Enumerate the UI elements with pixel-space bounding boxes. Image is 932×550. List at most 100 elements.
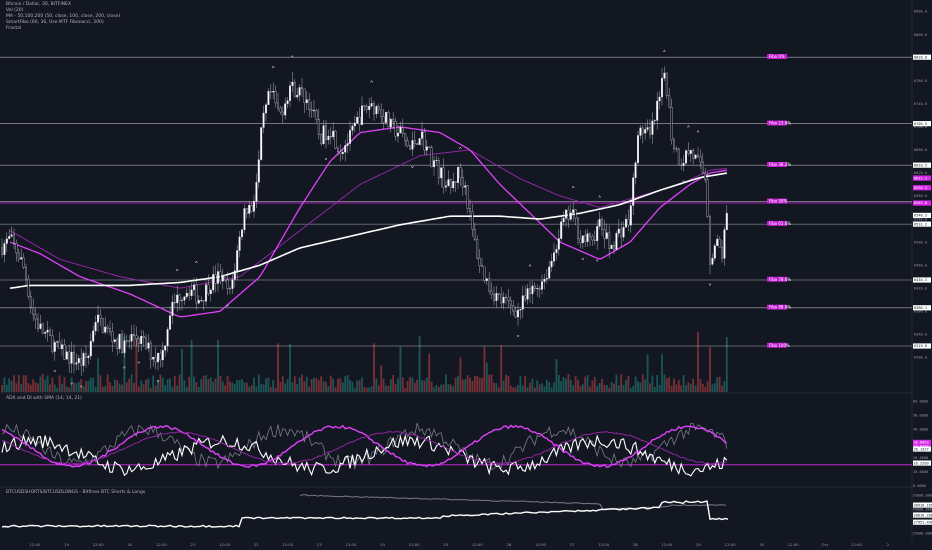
shorts-tick-label: 30000.0000 — [913, 508, 932, 512]
candle-body — [584, 235, 587, 242]
price-tick-label: 6780.0 — [914, 79, 927, 83]
candle-body — [699, 156, 702, 163]
candle-body — [423, 131, 426, 151]
volume-bar — [593, 376, 596, 392]
volume-bar — [29, 384, 32, 392]
candle-body — [197, 300, 200, 304]
time-tick-label: 26 — [506, 542, 511, 547]
candle-body — [370, 103, 373, 107]
candle-body — [219, 271, 222, 282]
volume-bar — [365, 387, 368, 392]
volume-bar — [517, 385, 519, 392]
volume-bar — [418, 336, 421, 392]
volume-bar — [721, 385, 723, 392]
candle-body — [135, 335, 138, 339]
volume-bar — [308, 386, 311, 392]
candle-body — [529, 288, 531, 295]
volume-bar — [404, 387, 407, 392]
candle-body — [649, 127, 651, 135]
candle-body — [353, 122, 356, 127]
candle-body — [449, 179, 452, 189]
candle-body — [243, 208, 246, 231]
fib-label: Fibo 88.6% — [769, 305, 791, 310]
candle-body — [44, 332, 47, 334]
time-tick-label: 12:00 — [851, 542, 863, 547]
volume-bar — [473, 375, 476, 392]
indicator-smartfibo[interactable]: SmartFibo (60, 36, Use MTF Fibonacci, 20… — [6, 20, 104, 25]
candle-body — [723, 229, 726, 259]
volume-bar — [173, 375, 176, 392]
candle-body — [656, 100, 659, 121]
candle-body — [466, 185, 469, 209]
volume-bar — [260, 383, 263, 392]
volume-bar — [502, 380, 505, 392]
indicator-volume[interactable]: Vol (20) — [6, 8, 24, 13]
adx-tick-label: 60.0000 — [913, 399, 928, 403]
fib-label-bg — [767, 220, 787, 226]
volume-bar — [584, 376, 587, 392]
candle-body — [277, 102, 279, 109]
volume-bar — [22, 375, 25, 392]
candle-body — [452, 181, 455, 189]
volume-bar — [433, 387, 435, 392]
indicator-fractal[interactable]: Fractal — [6, 26, 22, 31]
volume-bar — [68, 387, 71, 392]
time-tick-label: 12:00 — [788, 542, 800, 547]
volume-bar — [116, 380, 119, 392]
volume-bar — [370, 386, 373, 392]
volume-bar — [5, 384, 8, 392]
volume-bar — [118, 383, 121, 392]
volume-bar — [205, 375, 207, 392]
fractal-up-marker: ˄ — [370, 80, 374, 89]
volume-bar — [596, 386, 599, 392]
volume-bar — [322, 381, 325, 392]
volume-bar — [128, 378, 131, 392]
candle-body — [461, 177, 464, 188]
volume-bar — [452, 386, 455, 392]
candle-body — [673, 139, 675, 149]
candle-body — [483, 266, 486, 281]
candle-body — [557, 238, 560, 250]
price-axis-tag-label: 6434.3 — [914, 278, 927, 282]
volume-bar — [37, 383, 39, 392]
candle-body — [435, 160, 438, 161]
adx-legend[interactable]: ADX and DI with SMA (14, 14, 21) — [6, 396, 82, 401]
adx-line — [1, 424, 728, 468]
volume-bar — [305, 376, 308, 392]
candle-body — [562, 218, 565, 223]
volume-bar — [89, 377, 92, 392]
candle-body — [241, 229, 243, 238]
volume-bar — [627, 375, 630, 392]
candle-body — [620, 228, 623, 238]
indicator-ma[interactable]: MA - 50,100,200 (50, close, 100, close, … — [6, 14, 121, 19]
candle-body — [32, 307, 35, 315]
price-axis[interactable]: 6900.06860.06820.06780.06740.06700.06660… — [913, 10, 932, 536]
candle-body — [485, 278, 488, 281]
volume-bar — [716, 377, 719, 392]
volume-bar — [44, 379, 47, 392]
volume-bar — [709, 347, 711, 392]
candle-body — [526, 288, 529, 300]
time-axis[interactable]: 12:00 19 12:00 20 12:00 21 12:00 22 12:00 23 12:00… — [30, 542, 890, 547]
volume-bar — [413, 382, 416, 392]
price-axis-tag — [913, 212, 931, 219]
candle-body — [430, 147, 433, 168]
candle-body — [334, 130, 337, 149]
candle-body — [87, 355, 90, 359]
volume-bar — [25, 375, 27, 392]
candle-body — [260, 127, 263, 160]
fib-label-bg — [767, 342, 787, 348]
candle-body — [305, 99, 308, 103]
price-axis-tag-label: 6319.8 — [914, 344, 927, 348]
shorts-legend[interactable]: BTCUSDSHORTS/BTCUSDLONGS - Bitfinex BTC … — [6, 490, 146, 495]
volume-bar — [125, 382, 128, 392]
volume-bar — [598, 383, 601, 392]
volume-bar — [296, 384, 299, 392]
time-tick-label: 12:00 — [725, 542, 737, 547]
candle-body — [589, 233, 591, 237]
candle-body — [109, 328, 111, 332]
volume-bar — [519, 376, 522, 392]
candle-body — [682, 163, 685, 166]
fib-label: Fibo 100% — [769, 343, 790, 348]
